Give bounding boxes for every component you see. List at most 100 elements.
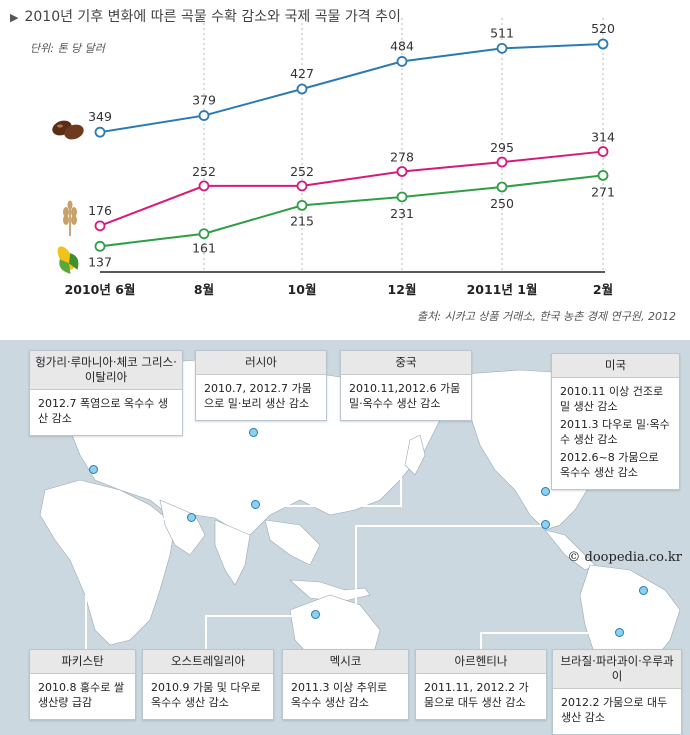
box-russia-item: 2010.7, 2012.7 가뭄으로 밀·보리 생산 감소: [204, 382, 312, 410]
leader-argentina-h: [480, 632, 620, 634]
leader-brazil: [643, 593, 645, 650]
data-point: [496, 181, 508, 193]
data-point: [496, 42, 508, 54]
x-tick-label: 2010년 6월: [65, 282, 136, 297]
data-label: 295: [490, 140, 514, 155]
box-russia-title: 러시아: [196, 351, 326, 375]
box-mexico-title: 멕시코: [283, 650, 408, 674]
box-usa-item-2: 2011.3 다우로 밀·옥수수 생산 감소: [560, 418, 670, 446]
series-line: [99, 43, 604, 134]
data-label: 137: [88, 254, 112, 269]
series-line: [99, 174, 604, 248]
box-usa-item-1: 2010.11 이상 건조로 밀 생산 감소: [560, 385, 664, 413]
data-label: 271: [591, 184, 615, 199]
box-europe-title: 헝가리·루마니아·체코 그리스·이탈리아: [30, 351, 182, 390]
box-china-title: 중국: [341, 351, 471, 375]
japan-landmass: [404, 434, 426, 476]
leader-mexico-h: [355, 525, 545, 527]
leader-china-v: [400, 426, 402, 506]
box-russia: 러시아 2010.7, 2012.7 가뭄으로 밀·보리 생산 감소: [195, 350, 327, 421]
box-europe-item: 2012.7 폭염으로 옥수수 생산 감소: [38, 397, 168, 425]
data-label: 511: [490, 25, 514, 40]
box-pakistan-title: 파키스탄: [30, 650, 135, 674]
box-brazil-title: 브라질·파라과이·우루과이: [553, 650, 681, 689]
box-mexico: 멕시코 2011.3 이상 추위로 옥수수 생산 감소: [282, 649, 409, 720]
world-map: © doopedia.co.kr 헝가리·루마니아·체코 그리스·이탈리아 20…: [0, 340, 690, 735]
data-point: [496, 156, 508, 168]
data-label: 484: [390, 38, 414, 53]
data-label: 349: [88, 109, 112, 124]
leader-australia-h: [205, 615, 315, 617]
box-argentina-item: 2011.11, 2012.2 가뭄으로 대두 생산 감소: [424, 681, 529, 709]
box-usa-title: 미국: [552, 354, 679, 378]
central-america-landmass: [544, 529, 596, 571]
wheat-icon: [63, 200, 77, 236]
dot-argentina: [615, 628, 624, 637]
box-pakistan-item: 2010.8 홍수로 쌀 생산량 급감: [38, 681, 124, 709]
box-brazil: 브라질·파라과이·우루과이 2012.2 가뭄으로 대두 생산 감소: [552, 649, 682, 735]
x-tick-label: 8월: [194, 282, 214, 297]
data-label: 176: [88, 203, 112, 218]
data-label: 215: [290, 213, 314, 228]
series-line: [99, 150, 604, 227]
dot-usa: [541, 487, 550, 496]
triangle-bullet-icon: ▶: [10, 11, 19, 24]
box-europe: 헝가리·루마니아·체코 그리스·이탈리아 2012.7 폭염으로 옥수수 생산 …: [29, 350, 183, 436]
data-point: [597, 146, 609, 157]
leader-pakistan-h: [85, 518, 192, 520]
data-label: 161: [192, 241, 216, 256]
data-label: 379: [192, 93, 216, 108]
india-landmass: [214, 519, 251, 586]
dot-australia: [311, 610, 320, 619]
box-argentina-title: 아르헨티나: [416, 650, 546, 674]
box-argentina: 아르헨티나 2011.11, 2012.2 가뭄으로 대두 생산 감소: [415, 649, 547, 720]
x-tick-label: 10월: [288, 282, 317, 297]
dot-pakistan: [187, 513, 196, 522]
box-australia: 오스트레일리아 2010.9 가뭄 및 다우로 옥수수 생산 감소: [142, 649, 274, 720]
data-point: [198, 110, 210, 121]
africa-landmass: [39, 479, 176, 646]
leader-usa: [545, 480, 547, 492]
data-point: [198, 228, 210, 240]
dot-brazil: [639, 586, 648, 595]
watermark: © doopedia.co.kr: [567, 550, 682, 565]
box-pakistan: 파키스탄 2010.8 홍수로 쌀 생산량 급감: [29, 649, 136, 720]
data-point: [396, 166, 408, 177]
data-label: 314: [591, 130, 615, 145]
data-label: 520: [591, 21, 615, 36]
data-point: [94, 240, 106, 252]
data-point: [597, 169, 609, 181]
leader-china-h: [257, 505, 402, 507]
box-china-item: 2010.11,2012.6 가뭄 밀·옥수수 생산 감소: [349, 382, 461, 410]
x-tick-label: 12월: [388, 282, 417, 297]
leader-australia-v: [205, 615, 207, 650]
box-brazil-item: 2012.2 가뭄으로 대두 생산 감소: [561, 696, 668, 724]
data-label: 427: [290, 66, 314, 81]
data-label: 250: [490, 196, 514, 211]
source-note: 출처: 시카고 상품 거래소, 한국 농촌 경제 연구원, 2012: [417, 310, 676, 323]
dot-russia: [249, 428, 258, 437]
line-chart: 349 379 427 484 511 520 176 252 252 278 295 314 137 1…: [52, 18, 615, 297]
data-label: 231: [390, 206, 414, 221]
data-point: [296, 199, 308, 211]
box-china: 중국 2010.11,2012.6 가뭄 밀·옥수수 생산 감소: [340, 350, 472, 421]
x-tick-label: 2011년 1월: [467, 282, 538, 297]
box-australia-title: 오스트레일리아: [143, 650, 273, 674]
box-mexico-item: 2011.3 이상 추위로 옥수수 생산 감소: [291, 681, 388, 709]
x-tick-label: 2월: [593, 282, 613, 297]
box-usa: 미국 2010.11 이상 건조로 밀 생산 감소 2011.3 다우로 밀·옥…: [551, 353, 680, 490]
leader-argentina-v: [480, 632, 482, 650]
data-point: [94, 126, 106, 138]
indonesia-landmass: [289, 579, 371, 603]
corn-icon: [57, 246, 79, 274]
data-point: [296, 83, 308, 95]
dot-china: [251, 500, 260, 509]
data-point: [396, 56, 408, 67]
southeast-asia-landmass: [264, 519, 321, 566]
soybean-icon: [52, 120, 84, 140]
chart-title: ▶ 2010년 기후 변화에 따른 곡물 수확 감소와 국제 곡물 가격 추이: [10, 9, 401, 25]
data-point: [94, 220, 106, 232]
data-point: [597, 38, 609, 50]
data-point: [396, 191, 408, 203]
dot-europe: [89, 465, 98, 474]
